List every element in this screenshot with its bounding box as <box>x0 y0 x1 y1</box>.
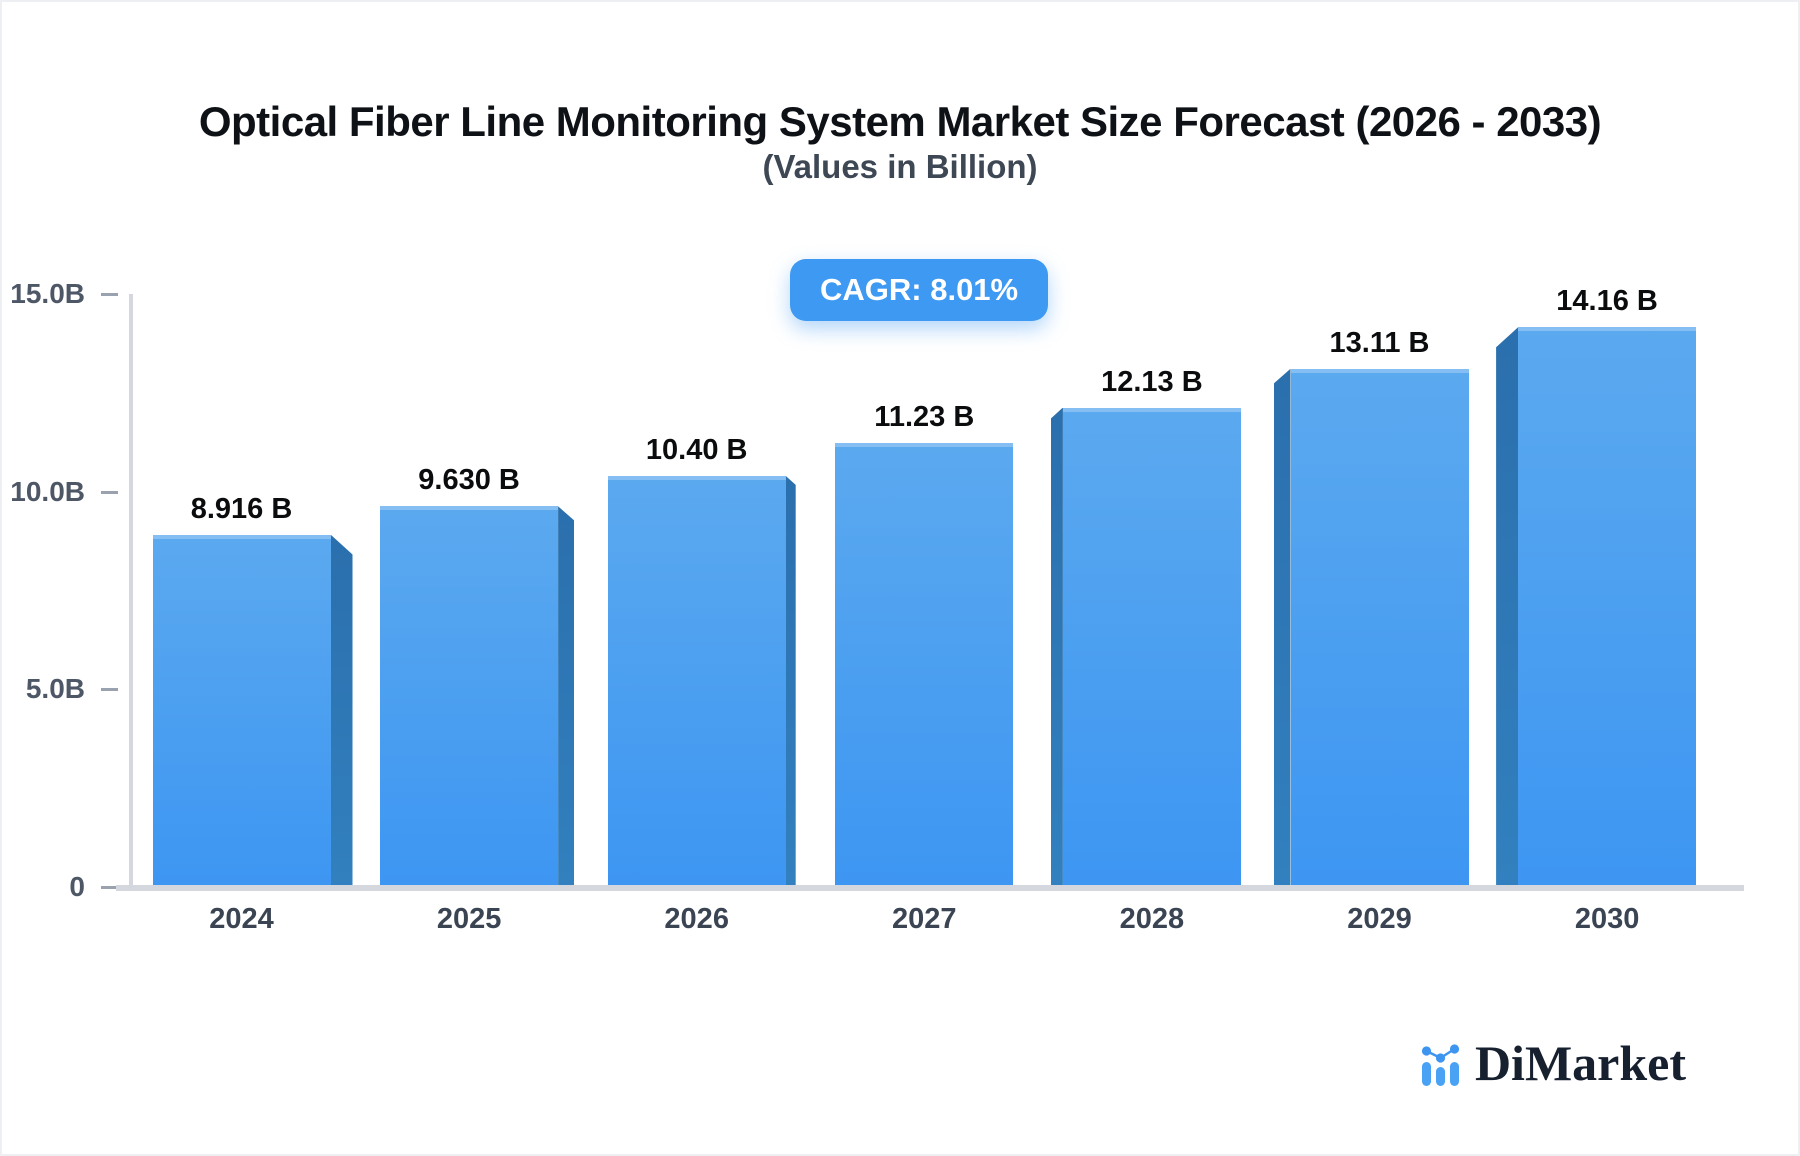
bar-2028[interactable]: 12.13 B <box>1050 366 1241 887</box>
bar-value-label: 13.11 B <box>1329 326 1430 359</box>
mini-bar-line-chart-icon <box>1421 1044 1460 1086</box>
y-tick-dash <box>101 688 118 692</box>
x-axis-label-2028: 2028 <box>1119 903 1185 935</box>
bar-face <box>1518 327 1697 887</box>
chart-subtitle: (Values in Billion) <box>762 148 1038 185</box>
x-axis-label-2027: 2027 <box>892 903 957 935</box>
bar-face <box>380 506 559 887</box>
x-axis-label-2025: 2025 <box>436 903 502 935</box>
bar-face <box>152 534 331 887</box>
bar-value-label: 11.23 B <box>874 401 975 433</box>
y-tick-dash <box>101 490 118 494</box>
bar-value-label: 10.40 B <box>645 433 748 466</box>
dimarket-logo: DiMarket <box>1420 1035 1686 1091</box>
y-tick-dash <box>101 293 118 296</box>
x-axis-label-2026: 2026 <box>664 903 729 935</box>
bar-2029[interactable]: 13.11 B <box>1273 327 1469 887</box>
x-axis-label-2029: 2029 <box>1347 903 1412 935</box>
bar-face <box>1290 368 1469 887</box>
bar-3d-side <box>558 506 575 887</box>
y-tick-label: 5.0B <box>25 673 85 705</box>
bar-face <box>607 475 786 887</box>
bar-2030[interactable]: 14.16 B <box>1496 285 1697 887</box>
cagr-badge: CAGR: 8.01% <box>790 259 1049 321</box>
x-axis-label-2030: 2030 <box>1574 903 1640 935</box>
x-axis-label-2024: 2024 <box>209 903 274 935</box>
bar-value-label: 8.916 B <box>190 492 293 525</box>
logo-text: DiMarket <box>1474 1035 1686 1091</box>
bar-2027[interactable]: 11.23 B <box>835 401 1014 887</box>
bar-2025[interactable]: 9.630 B <box>380 464 575 887</box>
y-tick-dash <box>101 886 118 889</box>
bar-value-label: 12.13 B <box>1101 365 1203 398</box>
y-tick-label: 10.0B <box>10 475 85 507</box>
bar-2024[interactable]: 8.916 B <box>152 493 353 887</box>
chart-title: Optical Fiber Line Monitoring System Mar… <box>198 98 1602 145</box>
y-axis-line <box>129 294 133 891</box>
bar-2026[interactable]: 10.40 B <box>607 434 796 887</box>
bar-face <box>1062 407 1241 887</box>
y-tick-label: 15.0B <box>10 278 85 309</box>
bar-face <box>835 443 1014 887</box>
bar-3d-side <box>785 475 796 887</box>
bar-value-label: 9.630 B <box>418 464 520 497</box>
bar-3d-side <box>330 534 353 887</box>
bar-3d-side <box>1273 368 1291 887</box>
plot-area: 0 5.0B 10.0B 15.0B 8.916 B 9.630 B 10.40 B 11.… <box>10 278 1744 935</box>
bar-value-label: 14.16 B <box>1556 285 1658 318</box>
bar-3d-side <box>1496 327 1519 887</box>
bar-3d-side <box>1050 407 1063 887</box>
y-tick-label: 0 <box>69 871 85 902</box>
x-axis-baseline <box>116 885 1744 891</box>
